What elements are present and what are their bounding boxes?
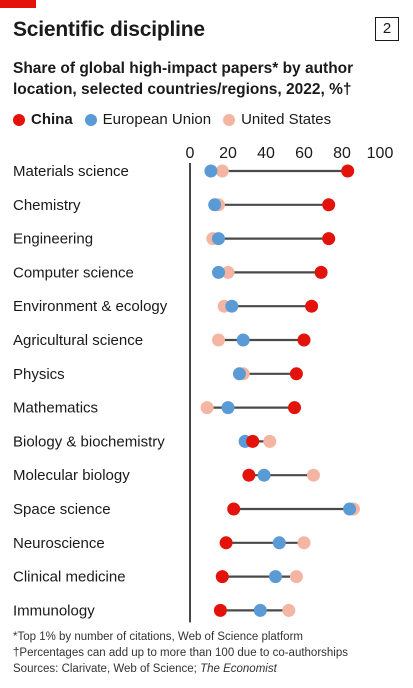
legend-dot-eu — [84, 113, 97, 126]
x-tick-label: 20 — [219, 145, 237, 162]
eu-point — [257, 468, 271, 482]
china-point — [219, 536, 233, 550]
eu-point — [212, 265, 225, 279]
footnotes: *Top 1% by number of citations, Web of S… — [13, 629, 408, 677]
x-tick-label: 40 — [257, 145, 275, 162]
eu-point — [204, 164, 218, 178]
china-point — [322, 198, 336, 212]
category-label: Environment & ecology — [13, 298, 168, 315]
china-point — [227, 502, 241, 516]
china-point — [242, 468, 256, 482]
figure-number: 2 — [375, 17, 399, 41]
sources-economist: The Economist — [200, 663, 277, 675]
category-label: Space science — [13, 501, 111, 518]
china-point — [314, 265, 328, 279]
eu-point — [232, 367, 246, 381]
legend-item-china: China — [13, 111, 73, 128]
category-label: Physics — [13, 366, 65, 383]
sources-prefix: Sources: Clarivate, Web of Science; — [13, 663, 201, 675]
eu-point — [208, 198, 222, 212]
china-point — [322, 232, 336, 246]
footnote-top1: *Top 1% by number of citations, Web of S… — [13, 631, 303, 643]
category-label: Materials science — [13, 163, 129, 180]
legend-dot-us — [223, 113, 236, 126]
chart-title: Scientific discipline — [13, 18, 205, 41]
us-point — [289, 570, 303, 584]
us-point — [200, 401, 214, 415]
category-label: Biology & biochemistry — [13, 433, 165, 450]
x-tick-label: 100 — [367, 145, 394, 162]
eu-point — [236, 333, 250, 347]
category-label: Agricultural science — [13, 332, 143, 349]
us-point — [297, 536, 311, 550]
legend-item-eu: European Union — [84, 111, 212, 128]
us-point — [263, 434, 277, 448]
us-point — [282, 603, 296, 617]
china-point — [297, 333, 311, 347]
china-point — [341, 164, 355, 178]
us-point — [212, 333, 225, 347]
china-point — [305, 299, 319, 313]
x-tick-label: 0 — [186, 145, 195, 162]
category-label: Mathematics — [13, 400, 98, 417]
sources: Sources: Clarivate, Web of Science; The … — [13, 661, 408, 677]
chart-subtitle: Share of global high-impact papers* by a… — [13, 60, 354, 98]
category-label: Chemistry — [13, 197, 81, 214]
footnote-percentages: †Percentages can add up to more than 100… — [13, 647, 349, 659]
eu-point — [225, 299, 239, 313]
brand-bar — [0, 0, 36, 8]
legend: China European Union United States — [13, 111, 343, 128]
us-point — [215, 164, 229, 178]
category-label: Neuroscience — [13, 535, 105, 552]
eu-point — [269, 570, 282, 584]
category-label: Clinical medicine — [13, 569, 126, 586]
china-point — [215, 570, 229, 584]
legend-label-us: United States — [241, 111, 332, 128]
x-tick-label: 60 — [295, 145, 313, 162]
eu-point — [212, 232, 225, 246]
eu-point — [253, 603, 267, 617]
category-label: Immunology — [13, 602, 95, 619]
category-label: Computer science — [13, 264, 134, 281]
us-point — [307, 468, 320, 482]
legend-dot-china — [13, 113, 25, 126]
category-label: Engineering — [13, 231, 93, 248]
x-tick-label: 80 — [333, 145, 351, 162]
china-point — [213, 603, 227, 617]
china-point — [288, 401, 301, 415]
eu-point — [343, 502, 357, 516]
china-point — [289, 367, 303, 381]
us-point — [221, 265, 235, 279]
category-label: Molecular biology — [13, 467, 130, 484]
legend-label-eu: European Union — [102, 111, 212, 128]
eu-point — [272, 536, 286, 550]
china-point — [246, 434, 260, 448]
eu-point — [221, 401, 235, 415]
legend-label-china: China — [31, 111, 73, 128]
legend-item-us: United States — [223, 111, 331, 128]
